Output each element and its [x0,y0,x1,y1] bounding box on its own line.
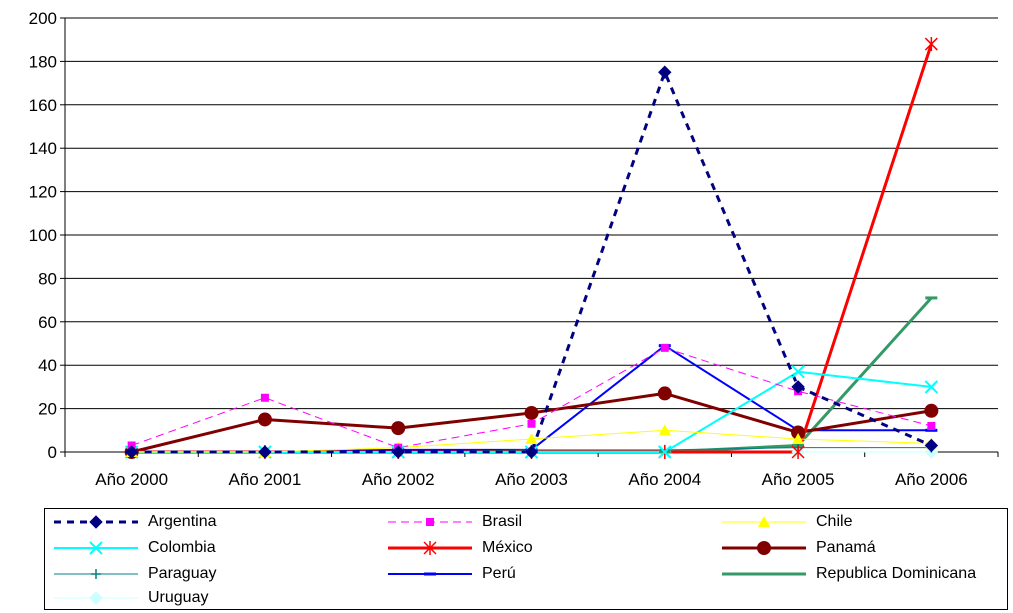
legend-swatch [722,541,806,555]
x-axis-tick-labels: Año 2000 Año 2001 Año 2002 Año 2003 Año 2004… [95,470,968,489]
legend-item: Chile [716,512,1013,532]
legend-marker [758,516,770,527]
data-point [257,412,272,427]
data-point [658,424,671,436]
legend-label: Chile [816,513,853,530]
legend-marker [91,569,101,579]
data-point [258,445,272,459]
data-point [792,432,805,444]
x-tick-label: Año 2003 [495,470,568,489]
data-point [927,421,936,430]
x-tick-label: Año 2004 [628,470,701,489]
data-point [524,445,539,459]
data-point [260,393,269,402]
legend-item: Brasil [382,512,682,532]
legend-item: Panamá [716,538,1013,558]
data-point [791,425,806,440]
legend-label: México [482,539,533,556]
y-tick-label: 140 [29,139,57,158]
data-point [791,365,805,379]
y-tick-label: 120 [29,183,57,202]
legend-marker [757,541,771,555]
legend-swatch [54,569,138,579]
y-tick-label: 20 [38,400,57,419]
data-point [391,445,405,459]
data-point [924,438,939,453]
y-tick-label: 100 [29,226,57,245]
legend-item: Paraguay [48,564,348,584]
legend-swatch [722,572,806,576]
legend-swatch [54,515,138,529]
data-point [658,445,672,459]
data-point [660,343,669,352]
axes [64,18,999,457]
legend-item: México [382,538,682,558]
legend-label: Uruguay [148,589,209,606]
data-point [391,421,406,436]
legend-label: Perú [482,565,516,582]
y-tick-label: 200 [29,9,57,28]
data-point [924,37,938,52]
legend-swatch [54,591,138,605]
legend-item: Argentina [48,512,348,532]
data-point [658,65,672,79]
y-tick-label: 180 [29,52,57,71]
legend-marker [89,541,103,555]
gridlines [60,17,998,453]
data-point [924,380,939,394]
y-tick-label: 40 [38,356,57,375]
legend-item: Republica Dominicana [716,564,1013,584]
x-tick-label: Año 2001 [229,470,302,489]
legend-label: Colombia [148,539,216,556]
y-tick-label: 80 [38,269,57,288]
data-point [924,403,939,418]
y-tick-label: 160 [29,96,57,115]
legend-marker [426,518,434,526]
data-point [527,419,536,428]
series-line-1 [131,70,932,454]
legend: Argentina Brasil Chile Colombia México Panamá… [44,508,1008,610]
legend-item: Colombia [48,538,348,558]
data-point [524,405,539,420]
data-point [124,445,139,459]
x-tick-label: Año 2002 [362,470,435,489]
legend-label: Panamá [816,539,876,556]
legend-item: Uruguay [48,588,348,608]
legend-swatch [388,518,472,526]
series-markers [124,37,939,459]
legend-swatch [388,572,472,576]
legend-label: Brasil [482,513,523,530]
x-tick-label: Año 2005 [762,470,835,489]
legend-label: Argentina [148,513,217,530]
legend-marker [423,541,437,555]
legend-marker [89,591,103,605]
y-tick-label: 0 [48,443,57,462]
legend-item: Perú [382,564,682,584]
x-tick-label: Año 2006 [895,470,968,489]
legend-swatch [722,516,806,527]
data-point [791,445,805,459]
y-tick-label: 60 [38,313,57,332]
x-tick-label: Año 2000 [95,470,168,489]
legend-label: Republica Dominicana [816,565,977,582]
data-point [657,386,672,401]
legend-marker [89,515,103,529]
y-axis-tick-labels: 0 20 40 60 80 100 120 140 160 180 200 [29,9,57,462]
legend-swatch [388,541,472,555]
legend-label: Paraguay [148,565,217,582]
data-point [791,380,805,394]
legend-swatch [54,541,138,555]
data-point [525,432,538,444]
